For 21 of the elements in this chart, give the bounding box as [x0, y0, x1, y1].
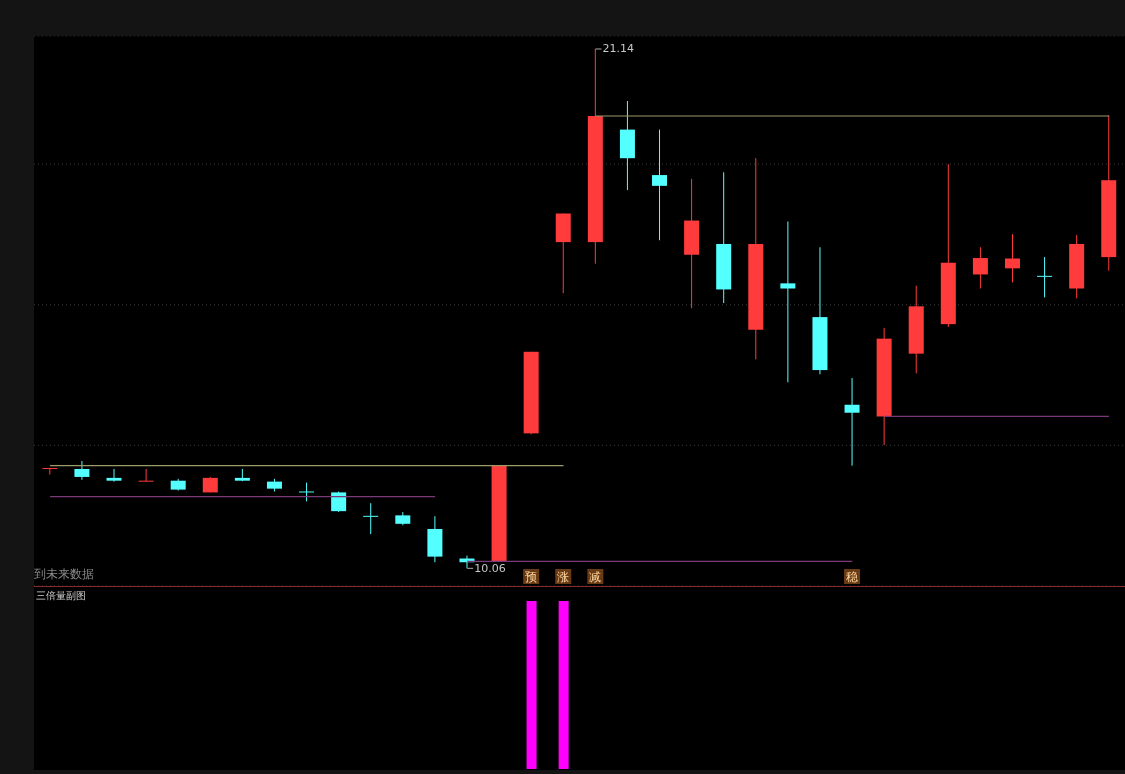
text: 减 [589, 570, 602, 584]
text: 涨 [557, 570, 570, 584]
annotation: 到未来数据 [34, 566, 94, 583]
chart-title: 三倍量副图 [36, 589, 86, 603]
candlestick [74, 460, 90, 481]
candlestick [299, 482, 315, 502]
candlestick [1004, 233, 1020, 283]
text: 稳 [846, 570, 859, 584]
candlestick [844, 377, 860, 467]
text: 预 [525, 570, 538, 584]
candlestick [459, 555, 475, 569]
candlestick [972, 246, 988, 290]
annotation: 21.14 [602, 42, 635, 56]
candlestick [652, 129, 668, 241]
candlestick [331, 490, 347, 513]
candlestick [138, 468, 154, 482]
candlestick [780, 220, 796, 383]
candlestick [106, 468, 122, 483]
annotation: 10.06 [474, 561, 506, 575]
candlestick [363, 502, 379, 535]
candlestick [1037, 256, 1053, 298]
